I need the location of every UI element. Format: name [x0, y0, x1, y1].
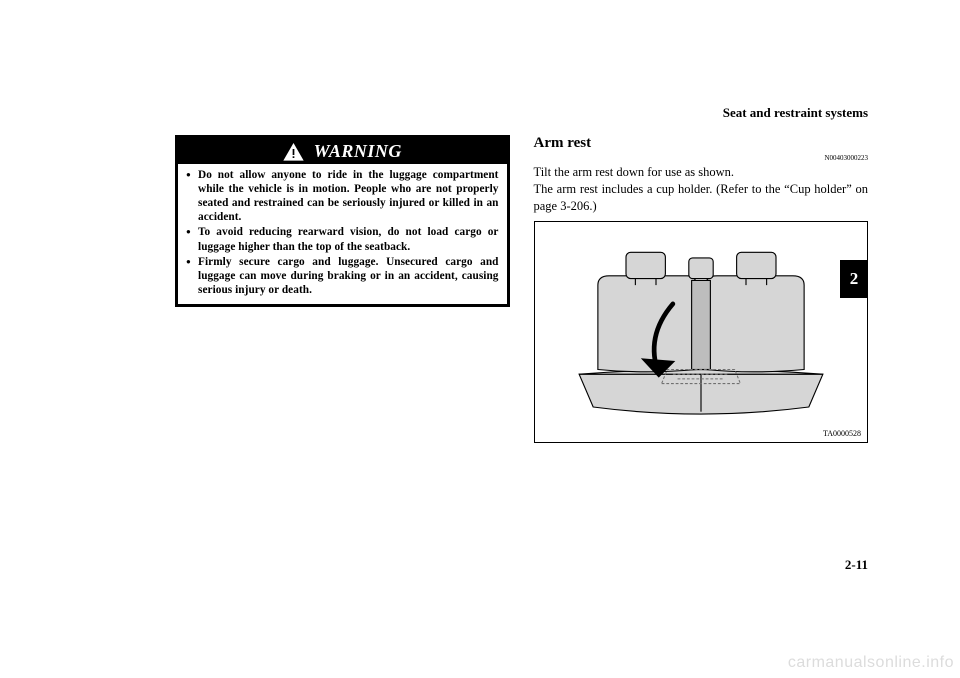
armrest-p2: The arm rest includes a cup holder. (Ref… — [534, 181, 869, 215]
manual-page: Seat and restraint systems WARNING Do no… — [0, 0, 960, 678]
figure-id: TA0000528 — [823, 429, 861, 438]
content-columns: WARNING Do not allow anyone to ride in t… — [175, 135, 868, 443]
left-column: WARNING Do not allow anyone to ride in t… — [175, 135, 510, 443]
seat-illustration-icon — [551, 232, 851, 432]
section-header: Seat and restraint systems — [723, 105, 868, 121]
warning-item: To avoid reducing rearward vision, do no… — [186, 225, 499, 253]
chapter-thumb-tab: 2 — [840, 260, 868, 298]
warning-item: Do not allow anyone to ride in the lugga… — [186, 168, 499, 224]
page-number: 2-11 — [845, 557, 868, 573]
warning-box: WARNING Do not allow anyone to ride in t… — [175, 135, 510, 307]
warning-title: WARNING — [314, 141, 402, 162]
warning-triangle-icon — [283, 143, 304, 161]
watermark: carmanualsonline.info — [788, 654, 954, 672]
doc-number: N00403000223 — [534, 154, 869, 162]
armrest-p1: Tilt the arm rest down for use as shown. — [534, 164, 869, 181]
warning-item: Firmly secure cargo and luggage. Unsecur… — [186, 255, 499, 297]
armrest-figure: TA0000528 — [534, 221, 869, 443]
warning-header: WARNING — [178, 138, 507, 164]
warning-body: Do not allow anyone to ride in the lugga… — [178, 164, 507, 304]
armrest-title: Arm rest — [534, 135, 869, 152]
right-column: Arm rest N00403000223 Tilt the arm rest … — [534, 135, 869, 443]
